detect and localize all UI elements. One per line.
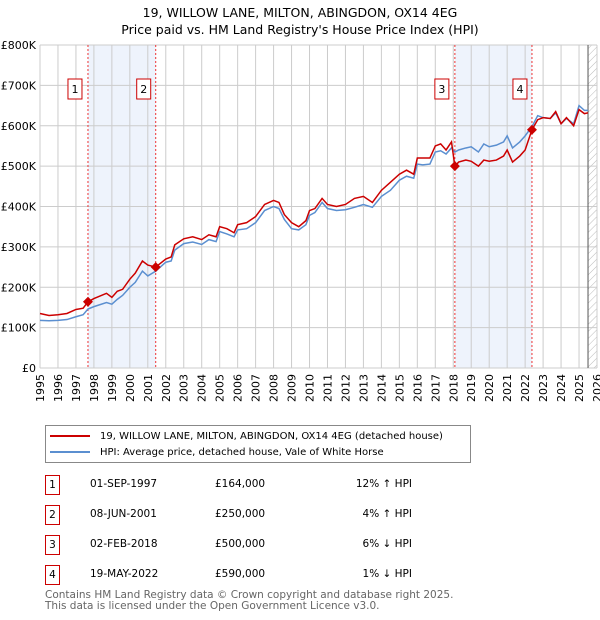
y-tick-label: £0 [22,362,36,375]
sale-number: 3 [45,535,60,555]
x-tick-label: 1996 [52,374,65,402]
sale-number-label: 1 [71,83,78,96]
sale-row: 4 19-MAY-2022 £590,000 1% ↓ HPI [45,565,445,585]
sale-number: 4 [45,565,60,585]
sale-point [150,262,161,273]
x-tick-label: 2001 [142,374,155,402]
x-tick-label: 2015 [393,374,406,402]
sale-row: 1 01-SEP-1997 £164,000 12% ↑ HPI [45,475,445,495]
sale-number-box [136,78,152,100]
x-tick-label: 1998 [88,374,101,402]
footer: Contains HM Land Registry data © Crown c… [45,590,453,612]
y-tick-label: £400K [1,201,37,214]
y-tick-label: £600K [1,120,37,133]
x-tick-label: 1997 [70,374,83,402]
sale-point [526,124,537,135]
sale-number: 2 [45,505,60,525]
x-tick-label: 2024 [555,374,568,402]
sale-number-box [434,78,450,100]
red-line-swatch [50,435,90,437]
sale-price: £590,000 [215,568,266,580]
legend-item-property: 19, WILLOW LANE, MILTON, ABINGDON, OX14 … [50,429,443,443]
x-tick-label: 2004 [196,374,209,402]
sale-number-box [512,78,528,100]
sale-row: 2 08-JUN-2001 £250,000 4% ↑ HPI [45,505,445,525]
legend-label: 19, WILLOW LANE, MILTON, ABINGDON, OX14 … [100,430,443,442]
sale-hpi-diff: 4% ↑ HPI [362,508,412,520]
sale-hpi-diff: 1% ↓ HPI [362,568,412,580]
hpi-line [39,104,589,322]
footer-line-2: This data is licensed under the Open Gov… [45,600,380,612]
chart-title: 19, WILLOW LANE, MILTON, ABINGDON, OX14 … [0,4,600,38]
y-tick-label: £100K [1,322,37,335]
sale-date: 01-SEP-1997 [90,478,158,490]
y-tick-label: £500K [1,160,37,173]
x-tick-label: 1999 [106,374,119,402]
x-tick-label: 2012 [339,374,352,402]
y-tick-label: £700K [1,79,37,92]
x-tick-label: 1995 [34,374,47,402]
sale-point [82,296,93,307]
x-tick-label: 2026 [591,374,600,402]
x-tick-label: 2019 [465,374,478,402]
x-tick-label: 2011 [321,374,334,402]
sale-date: 08-JUN-2001 [90,508,157,520]
x-tick-label: 2000 [124,374,137,402]
x-tick-label: 2008 [268,374,281,402]
x-tick-label: 2021 [501,374,514,402]
sale-number: 1 [45,475,60,495]
x-tick-label: 2009 [286,374,299,402]
x-tick-label: 2022 [519,374,532,402]
x-tick-label: 2003 [178,374,191,402]
sale-number-box [67,78,83,100]
x-tick-label: 2014 [375,374,388,402]
y-tick-label: £200K [1,281,37,294]
footer-line-1: Contains HM Land Registry data © Crown c… [45,589,454,601]
sale-hpi-diff: 12% ↑ HPI [355,478,412,490]
legend-item-hpi: HPI: Average price, detached house, Vale… [50,445,384,459]
x-tick-label: 2025 [573,374,586,402]
legend: 19, WILLOW LANE, MILTON, ABINGDON, OX14 … [45,425,471,463]
x-tick-label: 2023 [537,374,550,402]
x-tick-label: 2020 [483,374,496,402]
x-tick-label: 2017 [429,374,442,402]
sale-number-label: 4 [516,83,523,96]
y-tick-label: £300K [1,241,37,254]
blue-line-swatch [50,451,90,453]
x-tick-label: 2016 [411,374,424,402]
sale-date: 19-MAY-2022 [90,568,159,580]
x-tick-label: 2006 [232,374,245,402]
price-paid-line [39,108,589,317]
sale-price: £164,000 [215,478,266,490]
sale-row: 3 02-FEB-2018 £500,000 6% ↓ HPI [45,535,445,555]
price-chart: 1995 1996 1997 1998 1999 2000 2001 2002 2003 2004… [1,39,600,402]
sale-number-label: 3 [438,83,445,96]
legend-label: HPI: Average price, detached house, Vale… [100,446,384,458]
sale-point [449,161,460,172]
title-line-1: 19, WILLOW LANE, MILTON, ABINGDON, OX14 … [142,5,458,20]
sale-price: £500,000 [215,538,266,550]
sale-price: £250,000 [215,508,266,520]
sale-number-label: 2 [140,83,147,96]
sale-date: 02-FEB-2018 [90,538,158,550]
sale-hpi-diff: 6% ↓ HPI [362,538,412,550]
x-tick-label: 2002 [160,374,173,402]
x-tick-label: 2013 [357,374,370,402]
x-tick-label: 2005 [214,374,227,402]
x-tick-label: 2007 [250,374,263,402]
y-tick-label: £800K [1,39,37,52]
title-line-2: Price paid vs. HM Land Registry's House … [121,22,479,37]
x-tick-label: 2010 [304,374,317,402]
x-tick-label: 2018 [447,374,460,402]
